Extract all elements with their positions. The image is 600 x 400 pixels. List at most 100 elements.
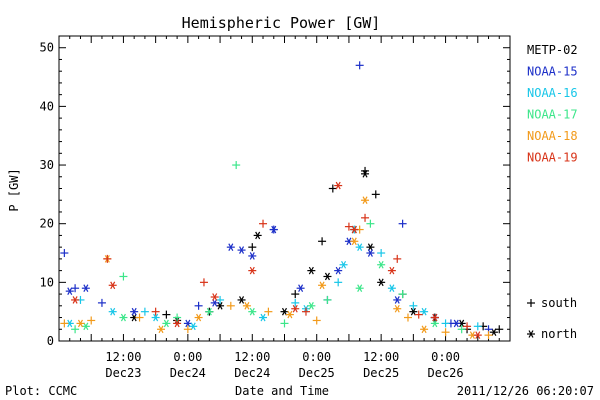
data-point-north — [355, 243, 364, 251]
legend-entry: NOAA-16 — [527, 86, 578, 100]
data-point-south — [457, 325, 466, 334]
data-point-north — [216, 302, 225, 310]
x-tick-date-label: Dec24 — [234, 366, 270, 380]
data-point-south — [97, 298, 106, 307]
data-point-south — [398, 219, 407, 228]
data-point-north — [334, 181, 343, 190]
data-point-north — [334, 266, 343, 275]
data-point-north — [387, 266, 396, 275]
data-point-north — [194, 313, 203, 322]
data-point-north — [242, 302, 251, 310]
marker-legend-label: north — [541, 327, 577, 341]
data-point-north — [65, 287, 74, 295]
data-point-south — [334, 278, 343, 287]
x-tick-date-label: Dec25 — [299, 366, 335, 380]
data-point-north — [355, 284, 364, 293]
data-point-south — [393, 254, 402, 263]
data-point-south — [377, 249, 386, 258]
data-point-south — [495, 325, 504, 334]
data-point-north — [291, 304, 300, 313]
legend-entry: METP-02 — [527, 43, 578, 57]
data-point-south — [463, 322, 472, 331]
y-tick-label: 40 — [40, 99, 54, 113]
series-legend: METP-02 NOAA-15 NOAA-16 NOAA-17 NOAA-18 NOAA-… — [527, 43, 578, 165]
data-point-north — [420, 307, 429, 316]
data-point-north — [350, 237, 359, 246]
y-tick-label: 10 — [40, 275, 54, 289]
data-point-north — [237, 246, 246, 254]
data-point-north — [387, 284, 396, 293]
plot-credit: Plot: CCMC — [5, 384, 77, 398]
data-point-south — [361, 213, 370, 222]
legend-entry: NOAA-17 — [527, 108, 578, 122]
data-point-north — [307, 266, 316, 275]
x-tick-date-label: Dec23 — [105, 366, 141, 380]
marker-legend-label: south — [541, 296, 577, 310]
plot-timestamp: 2011/12/26 06:20:07 — [457, 384, 594, 398]
y-axis-label: P [GW] — [7, 168, 21, 211]
data-point-south — [484, 331, 493, 340]
data-point-north — [420, 325, 429, 334]
data-point-south — [473, 322, 482, 331]
x-tick-date-label: Dec26 — [428, 366, 464, 380]
data-point-south — [259, 219, 268, 228]
chart-title: Hemispheric Power [GW] — [182, 14, 381, 32]
legend-entry: NOAA-19 — [527, 151, 578, 165]
data-point-north — [183, 319, 192, 328]
data-point-north — [119, 313, 128, 322]
legend-entry: NOAA-18 — [527, 129, 578, 143]
data-point-south — [441, 319, 450, 328]
north-marker-symbol — [527, 330, 535, 338]
data-point-north — [71, 296, 80, 304]
data-point-south — [194, 301, 203, 310]
data-point-south — [371, 190, 380, 199]
data-point-south — [403, 313, 412, 322]
data-point-north — [173, 319, 182, 328]
data-point-south — [301, 307, 310, 316]
x-axis: 12:00 Dec23 0:00 Dec24 12:00 Dec24 0:00 Dec25 12… — [69, 36, 500, 380]
data-point-north — [285, 310, 294, 319]
data-point-south — [344, 222, 353, 231]
data-point-south — [71, 284, 80, 293]
data-point-south — [280, 319, 289, 328]
data-point-south — [71, 325, 80, 334]
data-point-south — [232, 161, 241, 170]
data-point-north — [377, 260, 386, 269]
data-point-south — [366, 219, 375, 228]
data-point-south — [291, 290, 300, 299]
data-point-south — [173, 313, 182, 322]
data-point-north — [393, 304, 402, 313]
data-point-north — [210, 293, 219, 301]
data-point-south — [140, 307, 149, 316]
data-point-north — [361, 170, 370, 178]
x-tick-time-label: 0:00 — [302, 350, 331, 364]
data-point-south — [103, 254, 112, 263]
y-tick-label: 50 — [40, 41, 54, 55]
data-points — [60, 61, 504, 340]
south-marker-symbol — [527, 299, 535, 307]
data-point-north — [393, 296, 402, 304]
data-point-north — [296, 284, 305, 293]
data-point-north — [269, 225, 278, 234]
y-tick-label: 0 — [47, 334, 54, 348]
data-point-south — [135, 313, 144, 322]
data-point-south — [323, 295, 332, 304]
data-point-north — [366, 249, 375, 257]
data-point-north — [452, 319, 461, 328]
x-tick-date-label: Dec24 — [170, 366, 206, 380]
data-point-north — [377, 278, 386, 287]
legend-entry: NOAA-15 — [527, 65, 578, 79]
data-point-north — [108, 281, 117, 290]
data-point-south — [264, 307, 273, 316]
data-point-south — [441, 328, 450, 337]
data-point-north — [339, 260, 348, 269]
data-point-south — [183, 325, 192, 334]
data-point-south — [119, 272, 128, 281]
data-point-south — [151, 307, 160, 316]
data-point-north — [248, 252, 257, 260]
data-point-north — [350, 225, 359, 234]
x-tick-date-label: Dec25 — [363, 366, 399, 380]
data-point-south — [199, 278, 208, 287]
x-tick-time-label: 0:00 — [173, 350, 202, 364]
